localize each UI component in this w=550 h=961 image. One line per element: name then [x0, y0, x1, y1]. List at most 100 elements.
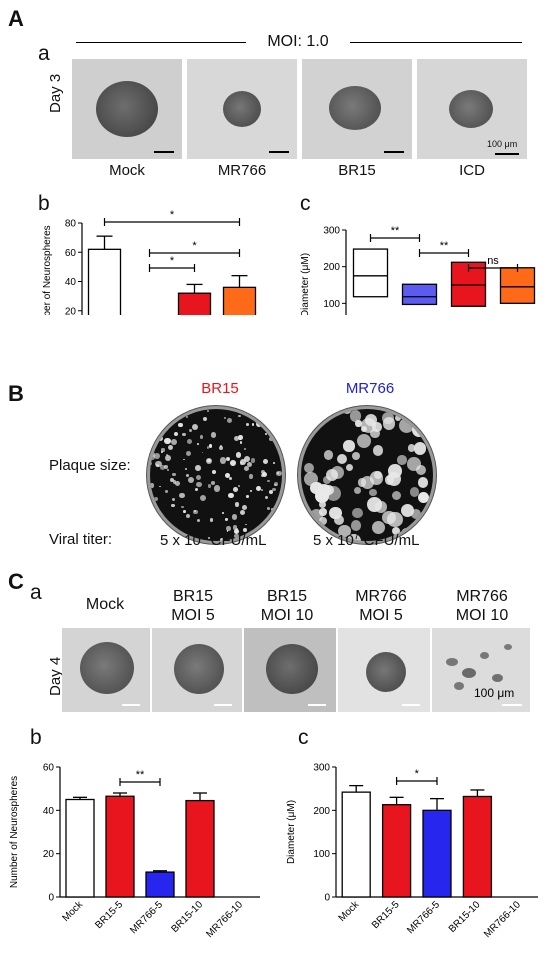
plaque-spot — [185, 451, 191, 457]
plaque-spot — [181, 505, 184, 508]
plaque-spot — [165, 454, 172, 461]
strain-label-mr766: MR766 — [345, 380, 395, 397]
ab-y-tick-label: 80 — [65, 219, 77, 230]
plaque-spot — [251, 423, 255, 426]
plaque-spot — [235, 409, 242, 413]
plaque-spot — [210, 432, 217, 438]
plaque-spot — [255, 421, 262, 428]
cc-x-tick-label-1: BR15-5 — [370, 899, 402, 931]
viral-titer-label: Viral titer: — [49, 531, 113, 548]
ab-y-tick-label: 20 — [65, 306, 77, 315]
plaque-spot — [353, 486, 361, 495]
plaque-spot — [186, 474, 190, 478]
ab-sig-label-0: * — [170, 209, 175, 221]
subpanel-letter-cb: b — [30, 726, 42, 749]
subpanel-letter-cc: c — [298, 726, 309, 749]
plaque-spot — [263, 526, 267, 530]
plaque-spot — [345, 463, 354, 472]
plaque-spot — [238, 414, 241, 418]
moi-label: MOI: 1.0 — [267, 33, 329, 50]
plaque-spot — [347, 533, 361, 541]
plaque-spot — [155, 461, 162, 468]
plaque-spot — [232, 525, 238, 531]
plaque-spot — [220, 444, 223, 447]
plaque-spot — [350, 520, 362, 531]
image-label-icd: ICD — [459, 162, 485, 179]
plaque-spot — [153, 417, 159, 423]
plaque-spot — [260, 473, 265, 478]
plaque-spot — [423, 423, 433, 438]
cc-y-label: Diameter (μM) — [286, 800, 297, 864]
plaque-spot — [162, 419, 166, 423]
plaque-spot — [230, 460, 236, 466]
plaque-spot — [262, 459, 268, 465]
col-label-br15-moi5: BR15 MOI 5 — [171, 588, 215, 624]
plaque-spot — [150, 452, 155, 458]
day3-label: Day 3 — [47, 73, 64, 113]
plaque-dish-mr766 — [301, 409, 433, 541]
plaque-spot — [207, 537, 210, 540]
plaque-spot — [386, 511, 403, 528]
ab-bar-3 — [222, 286, 257, 315]
plaque-spot — [372, 445, 383, 456]
cc-y-tick-label: 0 — [324, 893, 330, 904]
cc-y-tick-label: 200 — [313, 806, 330, 817]
plaque-spot — [196, 518, 200, 522]
plaque-spot — [193, 510, 196, 513]
plaque-spot — [219, 445, 224, 450]
cc-bar-1 — [381, 804, 412, 898]
image-label-mock: Mock — [109, 162, 145, 179]
plaque-spot — [333, 514, 344, 525]
plaque-spot — [189, 411, 193, 414]
plaque-spot — [182, 458, 185, 461]
ac-y-tick-label: 300 — [323, 226, 340, 237]
titer-mr766-exp: 7 — [353, 531, 360, 542]
plaque-spot — [244, 447, 247, 450]
plaque-spot — [261, 488, 264, 491]
plaque-spot — [239, 510, 246, 516]
plaque-spot — [179, 492, 185, 499]
plaque-spot — [159, 464, 166, 471]
plaque-spot — [162, 522, 166, 526]
micrograph-br15-day3 — [302, 59, 412, 159]
plaque-spot — [166, 453, 169, 456]
plaque-spot — [228, 476, 232, 480]
scale-label-c: 100 μm — [474, 686, 515, 700]
plaque-spot — [189, 429, 193, 433]
viral-titer-br15: 5 x 106 CFU/mL — [160, 531, 266, 549]
plaque-spot — [277, 417, 282, 421]
ab-y-tick-label: 60 — [65, 248, 77, 259]
subpanel-letter-ac: c — [300, 192, 311, 215]
plaque-spot — [357, 434, 372, 449]
cb-y-tick-label: 60 — [43, 763, 55, 774]
plaque-spot — [268, 489, 274, 494]
ab-y-tick-label: 40 — [65, 277, 77, 288]
plaque-spot — [150, 455, 156, 461]
cb-bar-0 — [65, 798, 95, 898]
titer-mr766-base: 5 x 10 — [313, 532, 354, 549]
plaque-spot — [374, 470, 383, 480]
plaque-spot — [150, 461, 153, 466]
plaque-spot — [185, 409, 188, 411]
plaque-spot — [178, 422, 183, 428]
plaque-spot — [273, 461, 276, 464]
plaque-spot — [209, 444, 213, 448]
plaque-spot — [199, 495, 206, 502]
plaque-spot — [170, 419, 173, 421]
cb-bar-1 — [105, 795, 135, 898]
plaque-spot — [161, 451, 163, 454]
plaque-spot — [341, 409, 352, 415]
plaque-spot — [372, 421, 382, 432]
plaque-spot — [207, 484, 212, 488]
plaque-spot — [276, 470, 282, 476]
plaque-spot — [261, 534, 267, 539]
plaque-spot — [375, 500, 388, 513]
plaque-spot — [276, 527, 280, 531]
plaque-spot — [195, 465, 202, 471]
plaque-spot — [262, 412, 267, 418]
image-label-br15: BR15 — [338, 162, 376, 179]
plaque-spot — [158, 513, 164, 518]
micrograph-br15-moi10-day4 — [244, 628, 336, 712]
ac-box-1 — [401, 283, 438, 306]
subpanel-letter-aa: a — [38, 42, 50, 65]
